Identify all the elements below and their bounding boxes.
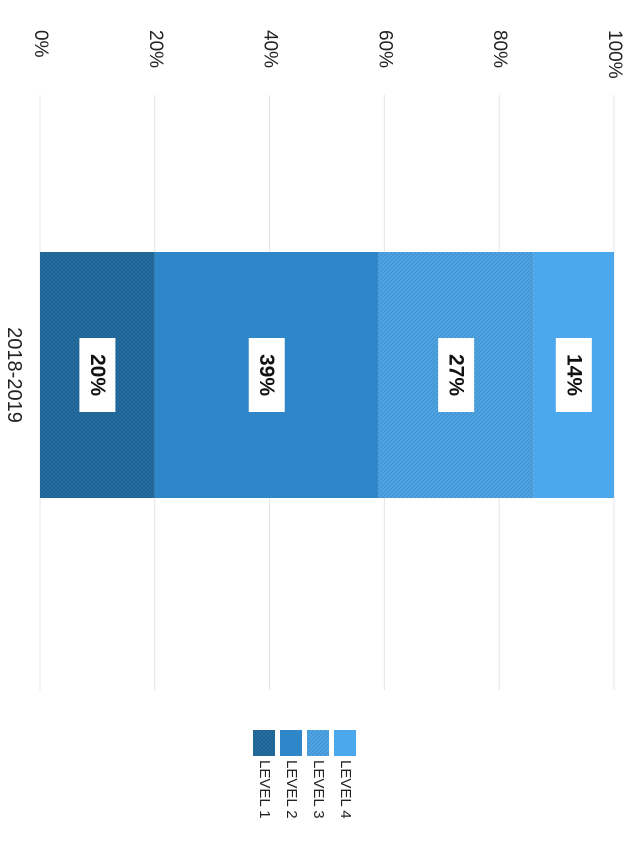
data-label-box bbox=[79, 338, 116, 412]
legend-label: LEVEL 1 bbox=[256, 760, 273, 819]
data-label-box bbox=[248, 338, 285, 412]
data-label-box bbox=[555, 338, 592, 412]
data-labels: 20% 39% 27% 14% bbox=[79, 338, 592, 412]
tick-label: 60% bbox=[374, 30, 395, 68]
data-label: 27% bbox=[445, 354, 468, 396]
legend-swatch bbox=[307, 730, 329, 756]
tick-label: 20% bbox=[145, 30, 166, 68]
tick-label: 100% bbox=[604, 30, 625, 79]
legend-swatch bbox=[334, 730, 356, 756]
legend-label: LEVEL 4 bbox=[337, 760, 354, 819]
legend-swatch bbox=[280, 730, 302, 756]
value-axis-ticks: 0% 20% 40% 60% 80% 100% bbox=[30, 30, 625, 79]
legend-label: LEVEL 2 bbox=[283, 760, 300, 819]
data-label: 39% bbox=[255, 354, 278, 396]
bar-segments bbox=[40, 252, 614, 498]
data-label-box bbox=[438, 338, 475, 412]
legend-swatch bbox=[253, 730, 275, 756]
category-axis: 2018-2019 bbox=[3, 327, 25, 423]
tick-label: 80% bbox=[489, 30, 510, 68]
data-label: 20% bbox=[86, 354, 109, 396]
tick-label: 0% bbox=[30, 30, 51, 58]
legend: LEVEL 4 LEVEL 3 LEVEL 2 LEVEL 1 bbox=[253, 730, 356, 819]
tick-label: 40% bbox=[260, 30, 281, 68]
category-label: 2018-2019 bbox=[3, 327, 25, 423]
legend-label: LEVEL 3 bbox=[310, 760, 327, 819]
data-label: 14% bbox=[562, 354, 585, 396]
